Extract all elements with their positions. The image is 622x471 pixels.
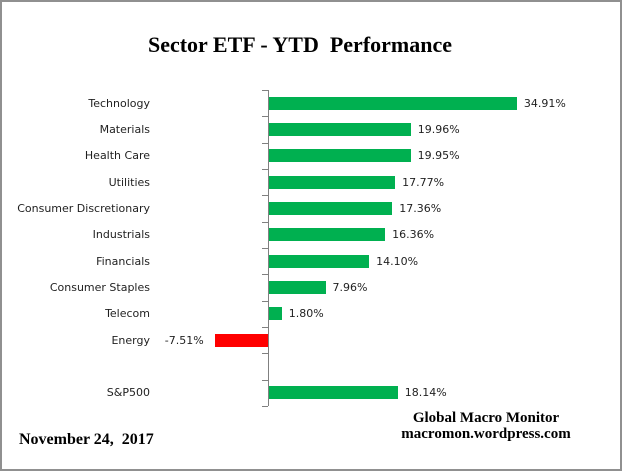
footer-date: November 24, 2017: [19, 431, 154, 448]
axis-tick: [262, 301, 268, 302]
footer-source: Global Macro Monitor macromon.wordpress.…: [386, 410, 586, 442]
bar-value-label: 34.91%: [523, 96, 566, 110]
bar: [269, 175, 396, 189]
axis-tick: [262, 116, 268, 117]
category-label: Health Care: [84, 149, 150, 163]
footer-source-name: Global Macro Monitor: [412, 410, 560, 426]
category-label: [2, 353, 150, 379]
category-axis: [268, 90, 269, 406]
axis-tick: [262, 222, 268, 223]
axis-tick: [262, 169, 268, 170]
axis-tick: [262, 143, 268, 144]
category-label: Consumer Discretionary: [17, 201, 150, 215]
axis-tick: [262, 248, 268, 249]
bar: [269, 123, 411, 136]
bar: [269, 202, 393, 215]
category-label: Industrials: [92, 228, 150, 242]
category-label: Telecom: [105, 307, 150, 321]
axis-tick: [262, 274, 268, 275]
bar: [269, 307, 282, 321]
axis-tick: [262, 195, 268, 196]
bar: [269, 281, 326, 294]
bar: [269, 254, 370, 268]
category-label: Consumer Staples: [49, 280, 150, 294]
bar: [269, 149, 411, 163]
axis-tick: [262, 406, 268, 407]
bar-value-label: 1.80%: [288, 307, 324, 321]
chart-title: Sector ETF - YTD Performance: [147, 32, 453, 57]
bar-value-label: 14.10%: [376, 254, 419, 268]
axis-tick: [262, 327, 268, 328]
bar-value-label: 7.96%: [332, 280, 368, 294]
bar-value-label: 17.77%: [402, 175, 445, 189]
bar: [269, 228, 386, 242]
category-label: Technology: [88, 96, 150, 110]
axis-tick: [262, 90, 268, 91]
axis-tick: [262, 353, 268, 354]
bar: [214, 333, 268, 347]
category-label: Energy: [111, 333, 150, 347]
bar-value-label: 18.14%: [404, 386, 447, 400]
axis-tick: [262, 380, 268, 381]
bar-value-label: 16.36%: [392, 228, 435, 242]
bar-value-label: 17.36%: [399, 201, 442, 215]
category-label: Utilities: [108, 175, 150, 189]
bar-value-label: -7.51%: [164, 333, 204, 347]
bar-value-label: 19.95%: [417, 149, 460, 163]
bar: [269, 96, 517, 110]
footer-source-url: macromon.wordpress.com: [401, 426, 571, 442]
category-label: S&P500: [106, 386, 150, 400]
category-label: Materials: [99, 122, 150, 136]
bar-value-label: 19.96%: [417, 122, 460, 136]
category-label: Financials: [96, 254, 150, 268]
bar: [269, 386, 398, 400]
